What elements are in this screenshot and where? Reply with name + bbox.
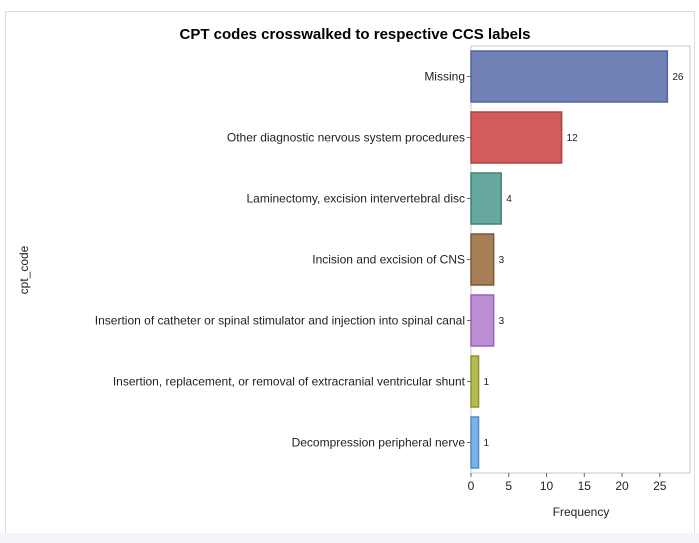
data-label: 1 bbox=[484, 438, 490, 449]
data-label: 3 bbox=[499, 255, 505, 266]
y-axis-label: cpt_code bbox=[17, 245, 31, 294]
chart-title: CPT codes crosswalked to respective CCS … bbox=[180, 26, 531, 43]
data-label: 12 bbox=[567, 133, 579, 144]
bar bbox=[470, 172, 502, 225]
bar bbox=[470, 355, 480, 408]
data-label: 3 bbox=[499, 316, 505, 327]
data-label: 1 bbox=[484, 377, 490, 388]
x-tick-label: 10 bbox=[540, 479, 554, 493]
bar bbox=[470, 111, 563, 164]
x-tick-label: 15 bbox=[578, 479, 592, 493]
x-axis-label: Frequency bbox=[553, 505, 610, 519]
y-tick-label: Missing bbox=[424, 70, 465, 84]
bar bbox=[470, 416, 480, 469]
data-label: 26 bbox=[672, 72, 684, 83]
y-tick-label: Insertion, replacement, or removal of ex… bbox=[113, 375, 466, 389]
y-tick-label: Laminectomy, excision intervertebral dis… bbox=[246, 192, 465, 206]
bar-chart: CPT codes crosswalked to respective CCS … bbox=[17, 26, 691, 519]
x-tick-label: 5 bbox=[505, 479, 512, 493]
plot-area: 26 Missing 12 Other diagnostic nervous syst… bbox=[95, 45, 691, 493]
data-label: 4 bbox=[506, 194, 512, 205]
x-tick-label: 20 bbox=[615, 479, 629, 493]
chart-frame: CPT codes crosswalked to respective CCS … bbox=[5, 11, 695, 534]
x-tick-label: 0 bbox=[468, 479, 475, 493]
y-tick-label: Other diagnostic nervous system procedur… bbox=[227, 131, 465, 145]
x-tick-label: 25 bbox=[653, 479, 667, 493]
y-tick-label: Decompression peripheral nerve bbox=[292, 436, 466, 450]
y-tick-label: Incision and excision of CNS bbox=[312, 253, 465, 267]
bar bbox=[470, 294, 495, 347]
bar bbox=[470, 50, 669, 103]
bar bbox=[470, 233, 495, 286]
bottom-strip bbox=[0, 533, 699, 543]
y-tick-label: Insertion of catheter or spinal stimulat… bbox=[95, 314, 465, 328]
